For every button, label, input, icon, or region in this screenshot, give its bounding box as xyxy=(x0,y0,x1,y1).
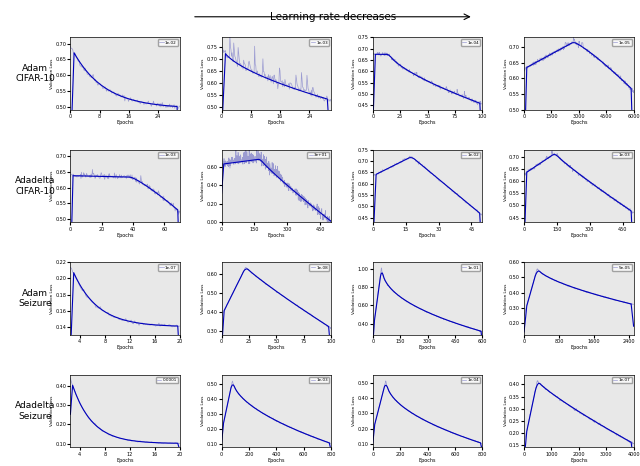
X-axis label: Epochs: Epochs xyxy=(268,345,285,350)
Y-axis label: Validation Loss: Validation Loss xyxy=(353,58,356,89)
Y-axis label: Validation Loss: Validation Loss xyxy=(504,171,508,201)
X-axis label: Epochs: Epochs xyxy=(268,458,285,463)
X-axis label: Epochs: Epochs xyxy=(116,345,134,350)
Text: Adam
CIFAR-10: Adam CIFAR-10 xyxy=(15,64,55,83)
Legend: 3e+01: 3e+01 xyxy=(307,152,329,158)
Y-axis label: Validation Loss: Validation Loss xyxy=(201,396,205,426)
Legend: 1e-02: 1e-02 xyxy=(158,39,178,46)
X-axis label: Epochs: Epochs xyxy=(419,345,436,350)
X-axis label: Epochs: Epochs xyxy=(570,345,588,350)
Legend: 5e-05: 5e-05 xyxy=(612,264,632,271)
Legend: 1e-05: 1e-05 xyxy=(612,39,632,46)
Y-axis label: Validation Loss: Validation Loss xyxy=(504,283,508,314)
Text: Adadelta
CIFAR-10: Adadelta CIFAR-10 xyxy=(15,176,56,196)
X-axis label: Epochs: Epochs xyxy=(570,120,588,125)
X-axis label: Epochs: Epochs xyxy=(419,233,436,238)
Legend: 1e-03: 1e-03 xyxy=(309,39,329,46)
Y-axis label: Validation Loss: Validation Loss xyxy=(201,283,205,314)
Text: Adam
Seizure: Adam Seizure xyxy=(19,289,52,308)
X-axis label: Epochs: Epochs xyxy=(570,233,588,238)
X-axis label: Epochs: Epochs xyxy=(116,120,134,125)
Legend: 1e-02: 1e-02 xyxy=(461,152,480,158)
Legend: 1e-07: 1e-07 xyxy=(158,264,178,271)
Legend: 1e-08: 1e-08 xyxy=(309,264,329,271)
Y-axis label: Validation Loss: Validation Loss xyxy=(50,283,54,314)
X-axis label: Epochs: Epochs xyxy=(268,120,285,125)
Y-axis label: Validation Loss: Validation Loss xyxy=(353,171,356,201)
Legend: 0.0001: 0.0001 xyxy=(156,377,178,384)
Legend: 1e-03: 1e-03 xyxy=(309,377,329,384)
Legend: 1e-03: 1e-03 xyxy=(158,152,178,158)
Y-axis label: Validation Loss: Validation Loss xyxy=(50,171,54,201)
X-axis label: Epochs: Epochs xyxy=(116,233,134,238)
Y-axis label: Validation Loss: Validation Loss xyxy=(504,58,508,89)
Y-axis label: Validation Loss: Validation Loss xyxy=(201,58,205,89)
Legend: 1e-01: 1e-01 xyxy=(461,264,480,271)
X-axis label: Epochs: Epochs xyxy=(419,458,436,463)
X-axis label: Epochs: Epochs xyxy=(570,458,588,463)
Text: Adadelta
Seizure: Adadelta Seizure xyxy=(15,401,56,421)
X-axis label: Epochs: Epochs xyxy=(116,458,134,463)
Y-axis label: Validation Loss: Validation Loss xyxy=(353,396,356,426)
Text: Learning rate decreases: Learning rate decreases xyxy=(269,12,396,21)
Legend: 1e-04: 1e-04 xyxy=(461,39,480,46)
Legend: 1e-04: 1e-04 xyxy=(461,377,480,384)
Y-axis label: Validation Loss: Validation Loss xyxy=(50,396,54,426)
Legend: 1e-03: 1e-03 xyxy=(612,152,632,158)
Y-axis label: Validation Loss: Validation Loss xyxy=(504,396,508,426)
Y-axis label: Validation Loss: Validation Loss xyxy=(50,58,54,89)
X-axis label: Epochs: Epochs xyxy=(419,120,436,125)
Y-axis label: Validation Loss: Validation Loss xyxy=(353,283,356,314)
X-axis label: Epochs: Epochs xyxy=(268,233,285,238)
Legend: 1e-07: 1e-07 xyxy=(612,377,632,384)
Y-axis label: Validation Loss: Validation Loss xyxy=(201,171,205,201)
